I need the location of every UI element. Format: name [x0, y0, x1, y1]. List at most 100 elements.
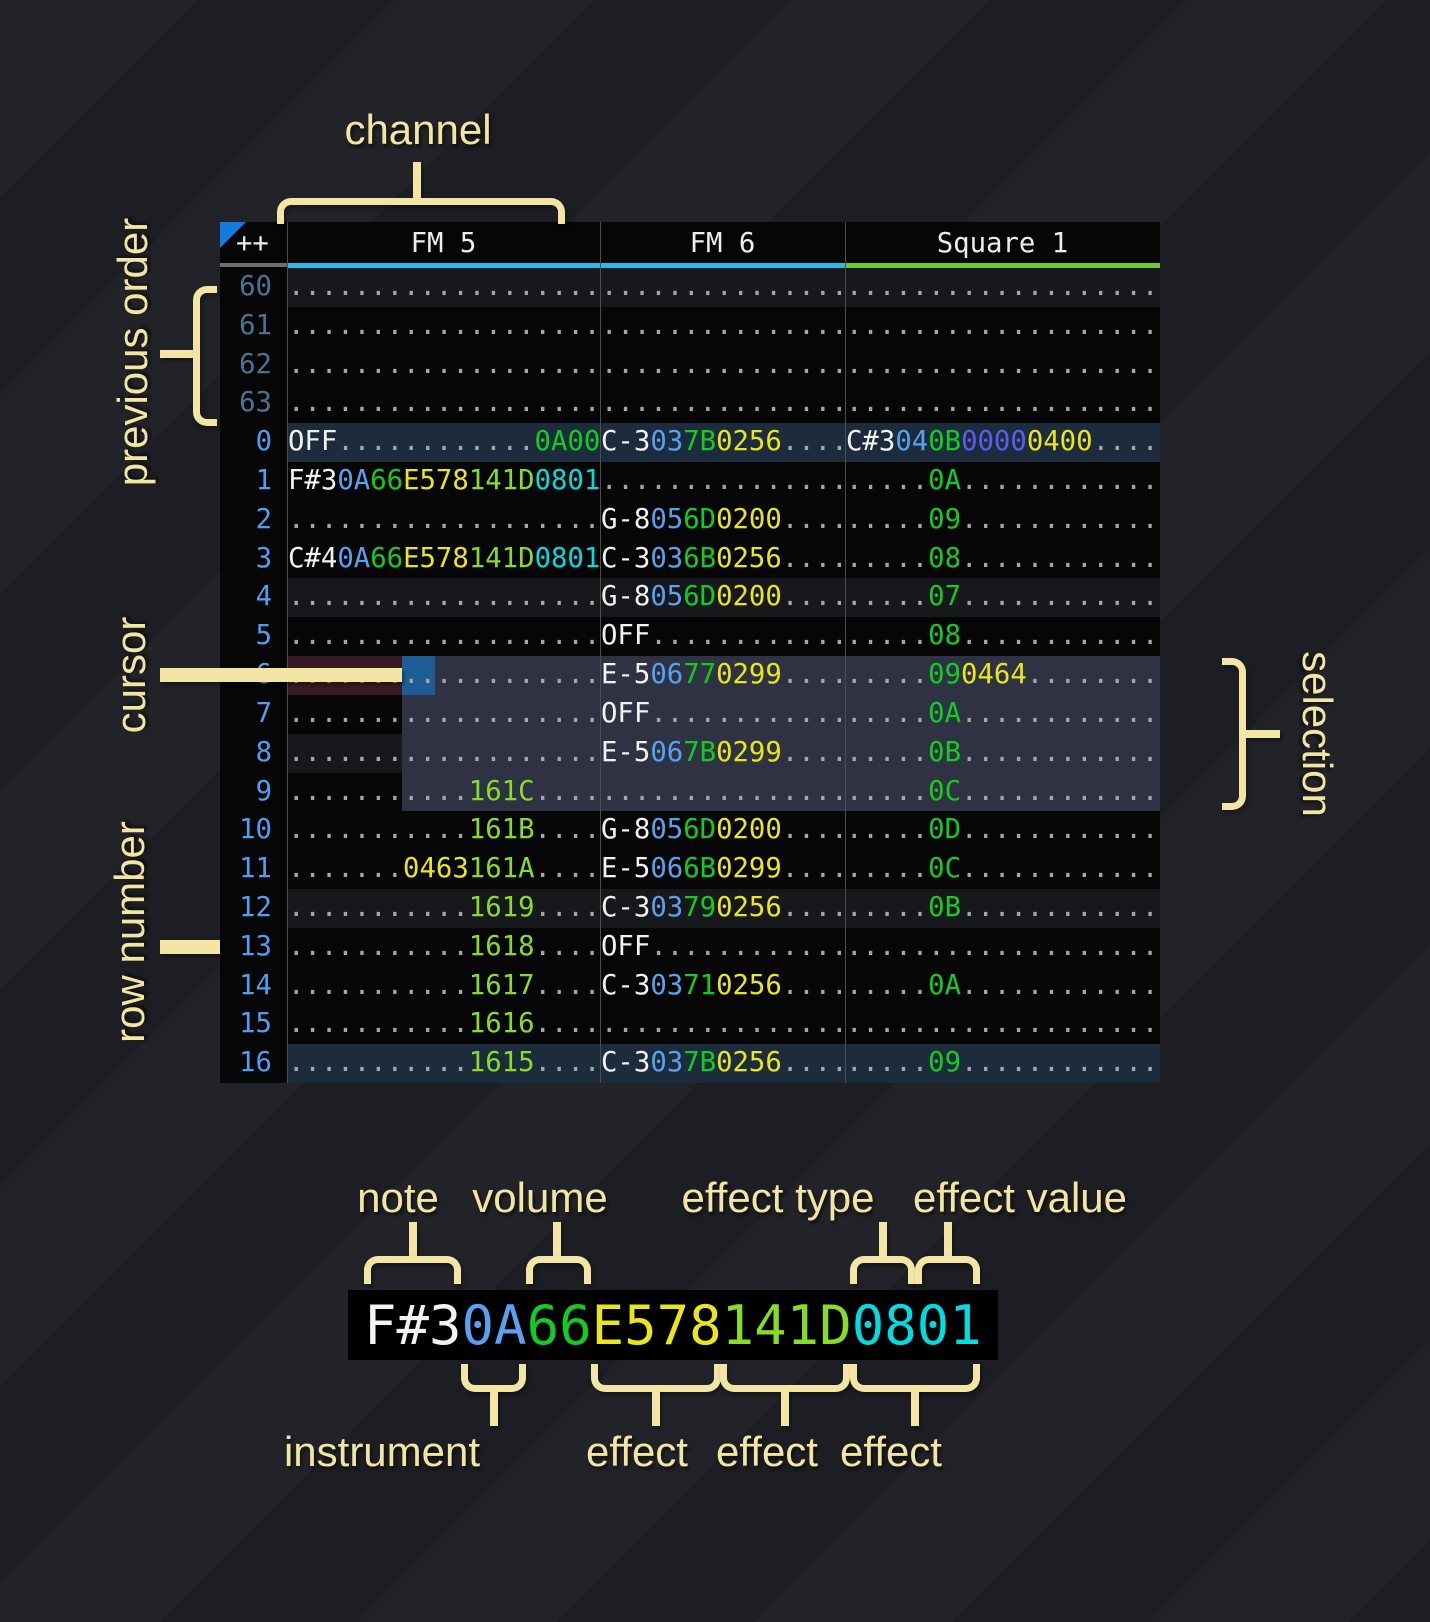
pattern-cell[interactable]: .....0A............ [846, 695, 1160, 734]
pattern-cell[interactable]: ...........161C.... [288, 773, 600, 812]
pattern-cell[interactable]: ............... [601, 307, 848, 346]
pattern-cell[interactable]: ...........161B.... [288, 811, 600, 850]
cell-field: OFF [601, 930, 651, 962]
pattern-cell[interactable]: ................... [846, 307, 1160, 346]
pattern-cell[interactable]: C-303790256.... [601, 889, 848, 928]
empty-dots: ................... [288, 348, 601, 380]
row-number-label: 14 [239, 969, 272, 1001]
cell-field: E-5 [601, 659, 651, 691]
pattern-cell[interactable]: C-3036B0256.... [601, 540, 848, 579]
row-number-label: 61 [239, 309, 272, 341]
pattern-cell[interactable]: C-3037B0256.... [601, 423, 848, 462]
row-number-label: 7 [255, 697, 272, 729]
pattern-cell[interactable]: ................... [288, 734, 600, 773]
pattern-cell[interactable]: ...........1618.... [288, 928, 600, 967]
pattern-cell[interactable]: ............... [601, 462, 848, 501]
pattern-cell[interactable]: E-506770299.... [601, 656, 848, 695]
pattern-cell[interactable]: E-5067B0299.... [601, 734, 848, 773]
pattern-cell[interactable]: .....0A............ [846, 462, 1160, 501]
pattern-cell[interactable]: .......0463161A.... [288, 850, 600, 889]
pattern-cell[interactable]: ................... [288, 501, 600, 540]
pattern-cell[interactable]: ............... [601, 773, 848, 812]
annotation-instrument: instrument [283, 1428, 481, 1475]
pattern-cell[interactable]: .....0D............ [846, 811, 1160, 850]
channel-header-square-1[interactable]: Square 1 [936, 228, 1069, 259]
pattern-cell[interactable]: ................... [288, 346, 600, 385]
pattern-cell[interactable]: ...........1617.... [288, 967, 600, 1006]
pattern-cell[interactable]: .....08............ [846, 617, 1160, 656]
pattern-cell[interactable]: .....0C............ [846, 773, 1160, 812]
pattern-cell[interactable]: ............... [601, 346, 848, 385]
pattern-cell[interactable]: ................... [288, 384, 600, 423]
pattern-cell[interactable]: .....09............ [846, 1044, 1160, 1083]
pattern-cell[interactable]: .....0C............ [846, 850, 1160, 889]
pattern-cell[interactable]: .....0B............ [846, 889, 1160, 928]
empty-dots: ..... [846, 891, 929, 923]
pattern-cell[interactable]: ................... [846, 268, 1160, 307]
pattern-cell[interactable]: ................... [846, 346, 1160, 385]
pattern-cell[interactable]: ...........1616.... [288, 1005, 600, 1044]
pattern-cell[interactable]: ...........1619.... [288, 889, 600, 928]
pattern-cell[interactable]: ...........1615.... [288, 1044, 600, 1083]
cell-field: 0A [928, 465, 962, 497]
pattern-cell[interactable]: .....09............ [846, 501, 1160, 540]
previous-order-stem [160, 350, 194, 358]
cell-field: G-8 [601, 814, 651, 846]
channel-header-fm-5[interactable]: FM 5 [410, 228, 477, 259]
pattern-row-10: 10 ...........161B.... G-8056D0200........… [220, 811, 1160, 850]
pattern-cell[interactable]: E-5066B0299.... [601, 850, 848, 889]
pattern-cell[interactable]: ............... [601, 384, 848, 423]
pattern-cell[interactable]: C-303710256.... [601, 967, 848, 1006]
row-number-pointer-line [160, 940, 220, 954]
annotation-effect-2: effect [716, 1428, 818, 1475]
pattern-cell[interactable]: ................... [288, 695, 600, 734]
cell-field: 0A00 [534, 426, 601, 458]
pattern-cell[interactable]: ................... [846, 928, 1160, 967]
pattern-cell[interactable]: G-8056D0200.... [601, 501, 848, 540]
empty-dots: ................... [846, 387, 1159, 419]
selection-bracket [1222, 658, 1246, 810]
row-number-label: 1 [255, 465, 272, 497]
pattern-cell[interactable]: OFF............ [601, 928, 848, 967]
empty-dots: ............ [961, 775, 1159, 807]
pattern-cell[interactable]: ............... [601, 1005, 848, 1044]
empty-dots: .... [534, 969, 601, 1001]
pattern-cell[interactable]: F#30A66E578141D0801 [288, 462, 600, 501]
pattern-cell[interactable]: ................... [288, 307, 600, 346]
pattern-cell[interactable]: .....08............ [846, 540, 1160, 579]
cell-field: C#3 [846, 426, 896, 458]
pattern-cell[interactable]: G-8056D0200.... [601, 578, 848, 617]
pattern-cell[interactable]: OFF............0A00 [288, 423, 600, 462]
cell-field: 05 [650, 581, 684, 613]
pattern-cell[interactable]: ................... [846, 384, 1160, 423]
effect3-bracket [850, 1364, 980, 1392]
cell-field: 08 [928, 620, 962, 652]
cell-field: 6D [683, 503, 717, 535]
corner-underline [220, 263, 287, 267]
channel-underline [845, 263, 1160, 268]
pattern-cell[interactable]: ................... [846, 1005, 1160, 1044]
pattern-row-2: 2................... G-8056D0200.........… [220, 501, 1160, 540]
pattern-row-13: 13 ...........1618.... OFF................… [220, 928, 1160, 967]
cell-field: 1617 [468, 969, 535, 1001]
pattern-cell[interactable]: ................... [288, 617, 600, 656]
pattern-cell[interactable]: .....090464........ [846, 656, 1160, 695]
channel-header-fm-6[interactable]: FM 6 [689, 228, 756, 259]
pattern-cell[interactable]: C-3037B0256.... [601, 1044, 848, 1083]
empty-dots: ............... [601, 309, 848, 341]
pattern-cell[interactable]: OFF............ [601, 617, 848, 656]
pattern-cell[interactable]: ................... [288, 578, 600, 617]
pattern-cell[interactable]: .....0B............ [846, 734, 1160, 773]
pattern-cell[interactable]: OFF............ [601, 695, 848, 734]
pattern-cell[interactable]: .....0A............ [846, 967, 1160, 1006]
pattern-cell[interactable]: C#3040B00000400.... [846, 423, 1160, 462]
pattern-cell[interactable]: G-8056D0200.... [601, 811, 848, 850]
empty-dots: ............... [601, 1008, 848, 1040]
channel-bracket [277, 198, 565, 224]
pattern-cell[interactable]: ............... [601, 268, 848, 307]
pattern-corner-button[interactable]: ++ [236, 228, 269, 259]
pattern-cell[interactable]: C#40A66E578141D0801 [288, 540, 600, 579]
play-position-triangle-icon [220, 222, 246, 248]
pattern-cell[interactable]: .....07............ [846, 578, 1160, 617]
pattern-cell[interactable]: ................... [288, 268, 600, 307]
